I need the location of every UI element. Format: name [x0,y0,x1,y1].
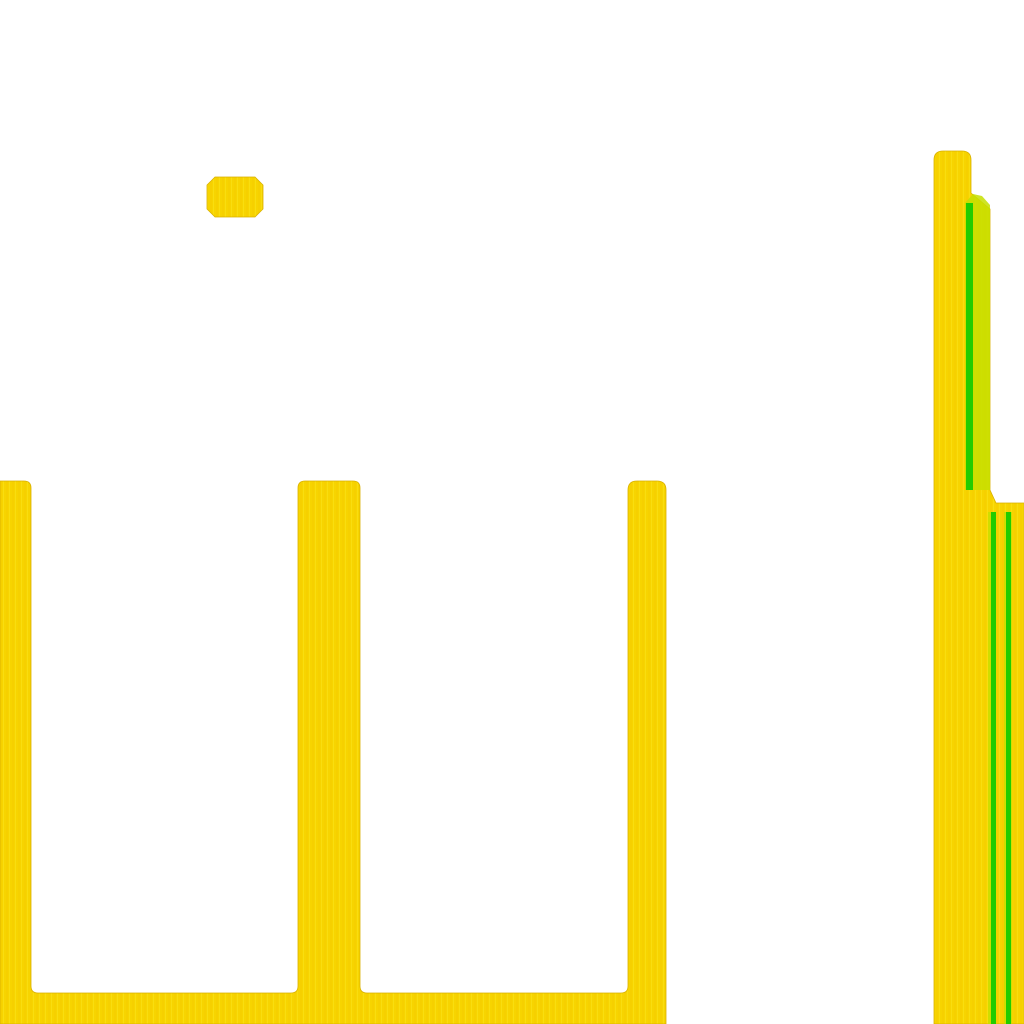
highlighted-net-line [966,203,973,490]
copper-strip [933,150,1024,1024]
copper-comb-trace [0,480,667,1024]
copper-pad [206,176,264,218]
highlighted-net-line [1006,512,1011,1024]
highlighted-net-line [991,512,996,1024]
